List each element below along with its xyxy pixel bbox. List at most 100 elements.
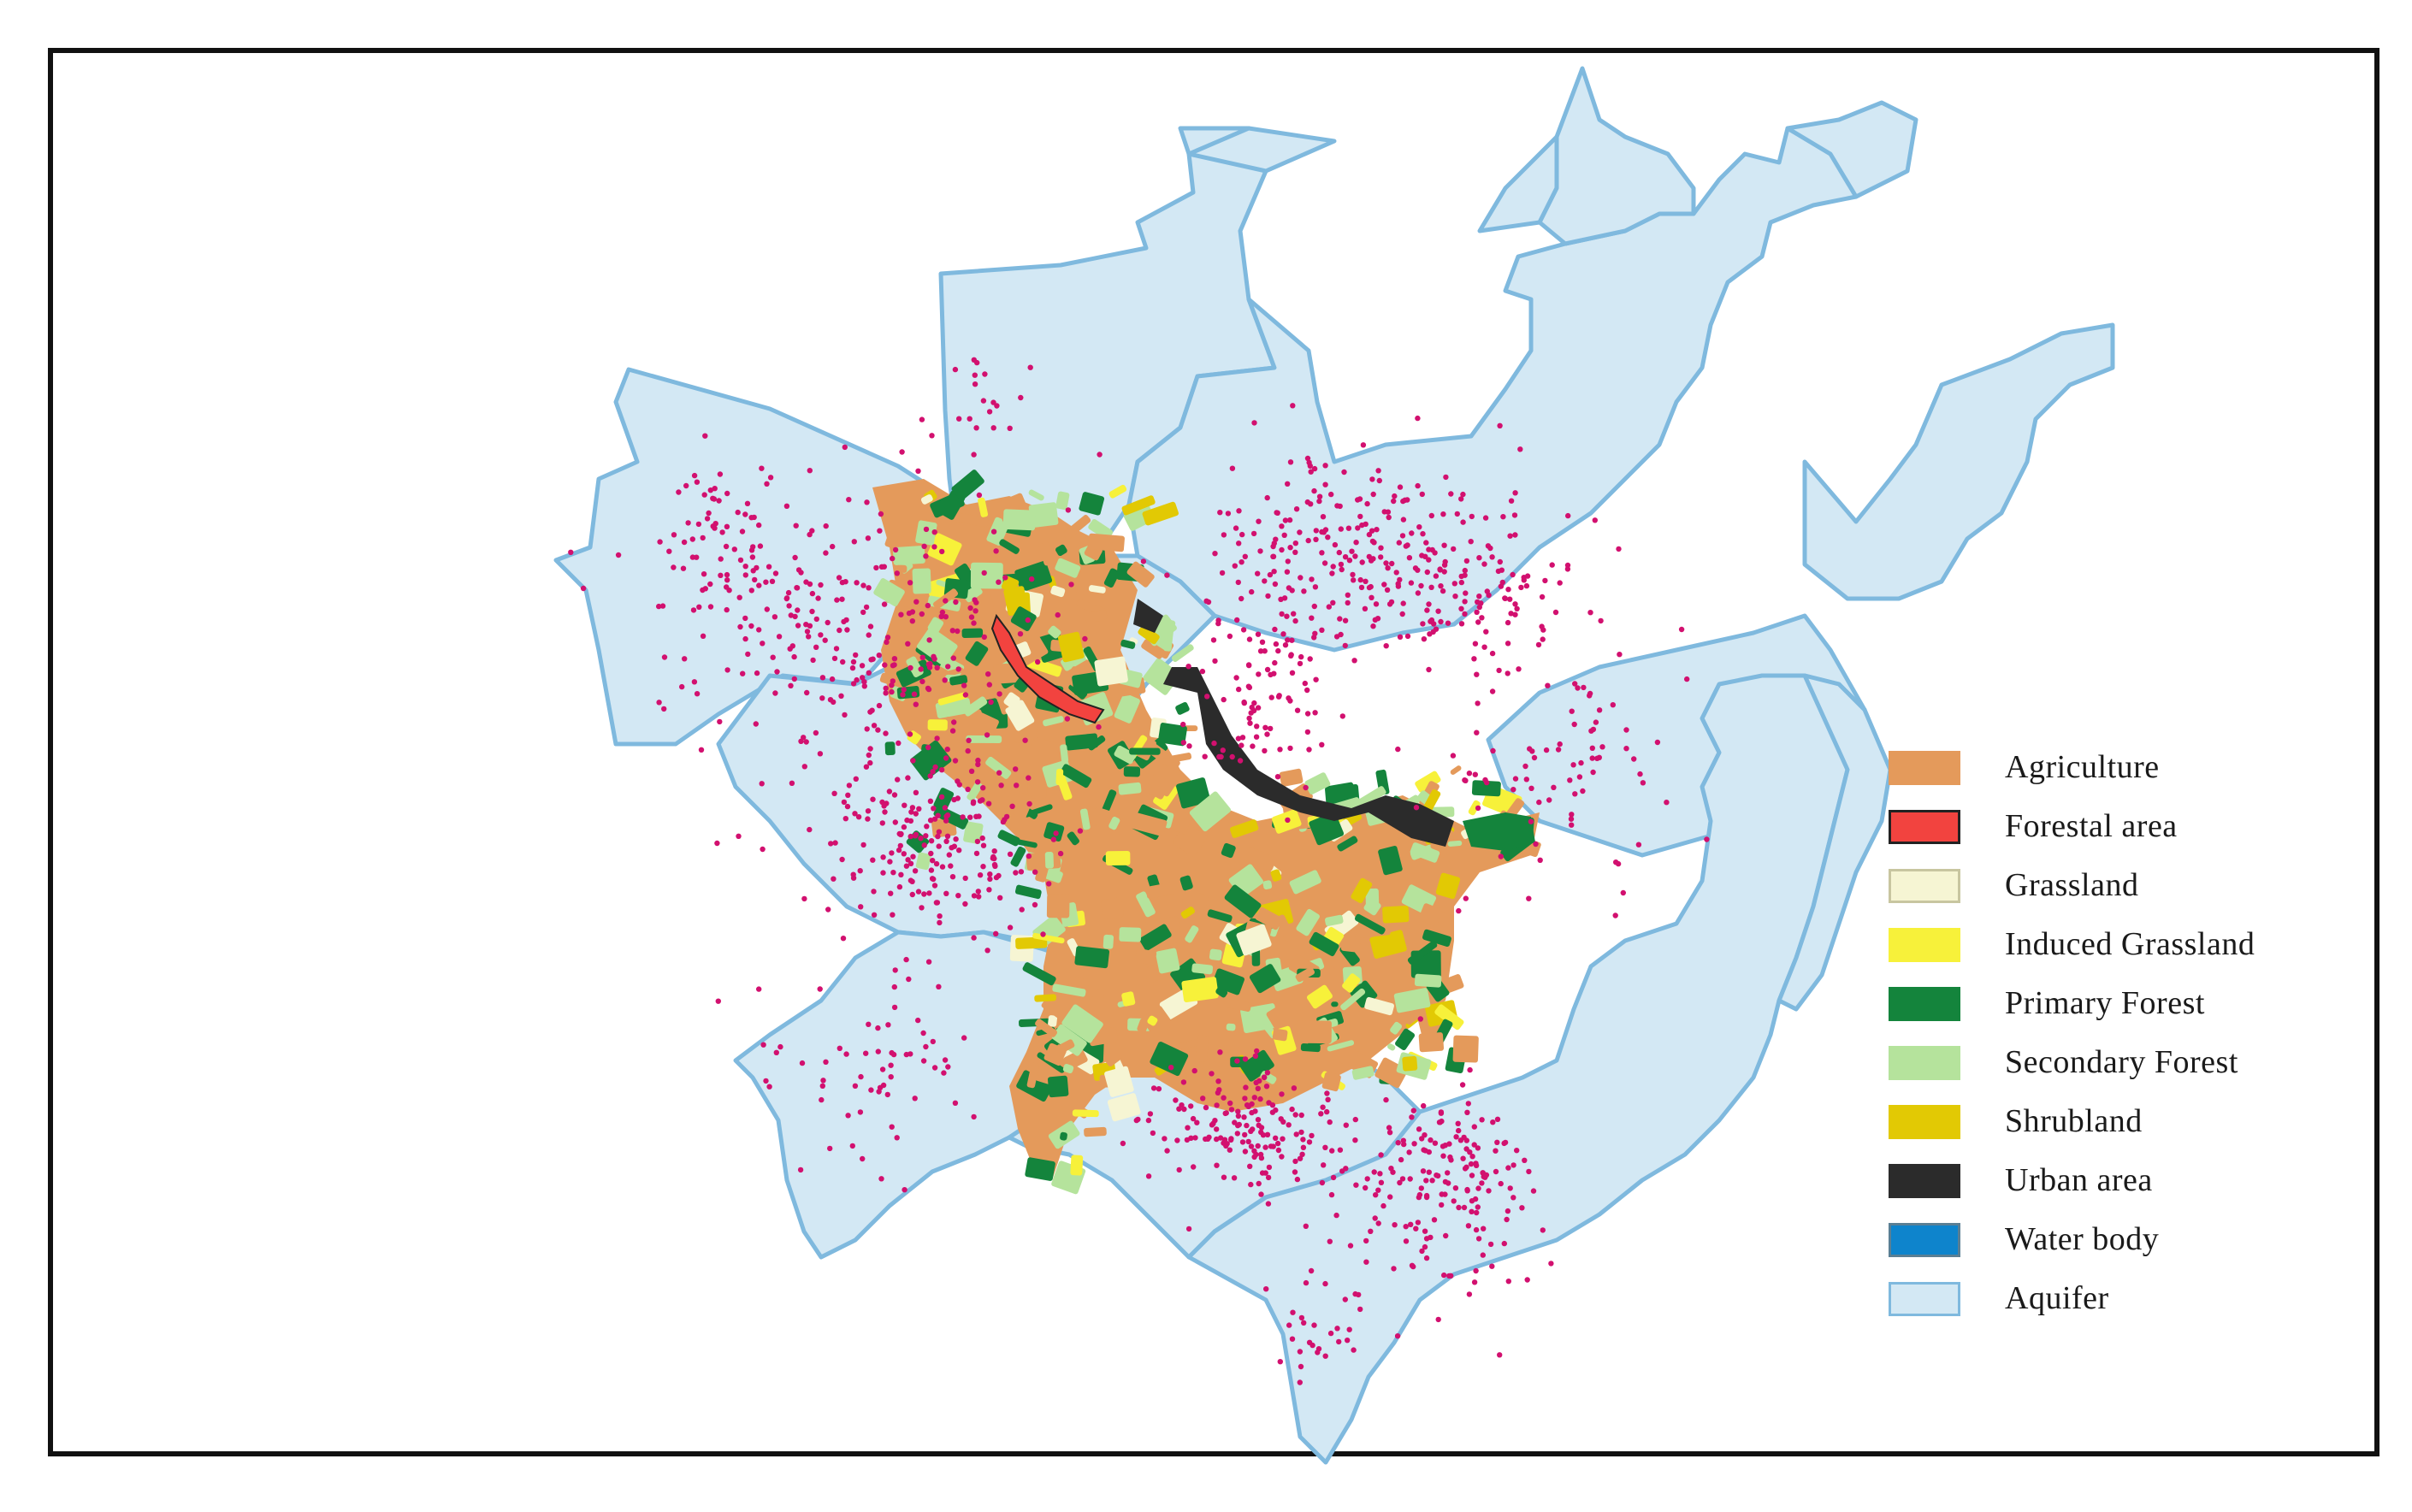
well-point (1360, 442, 1367, 448)
well-point (1482, 515, 1489, 521)
well-point (1507, 533, 1513, 539)
well-point (1418, 1185, 1425, 1191)
land-use-patch (1055, 558, 1081, 578)
legend-label-induced-grassland: Induced Grassland (2005, 926, 2255, 962)
well-point (1308, 1267, 1315, 1274)
well-point (1309, 615, 1315, 621)
well-point (1420, 531, 1426, 537)
well-point (986, 409, 993, 415)
well-point (1399, 533, 1406, 539)
well-point (1332, 541, 1339, 548)
well-point (889, 850, 895, 856)
well-point (1245, 1138, 1251, 1145)
well-point (1419, 1248, 1425, 1255)
well-point (1510, 1195, 1516, 1201)
well-point (990, 399, 996, 405)
well-point (1194, 1119, 1200, 1125)
well-point (876, 702, 883, 709)
well-point (1241, 700, 1248, 706)
well-point (1571, 721, 1577, 728)
well-point (852, 811, 858, 817)
legend-swatch-secondary-forest (1889, 1046, 1960, 1080)
well-point (1236, 540, 1242, 546)
well-point (706, 510, 712, 517)
land-use-patch (1055, 544, 1067, 557)
land-use-patch (1262, 880, 1273, 890)
land-use-patch (910, 740, 952, 781)
well-point (1516, 666, 1522, 672)
land-use-patch (1297, 1020, 1332, 1044)
well-point (1397, 576, 1403, 583)
land-use-patch (1068, 1128, 1077, 1138)
well-point (1580, 788, 1586, 794)
well-point (1527, 746, 1533, 752)
well-point (1446, 1141, 1452, 1147)
well-point (1026, 853, 1032, 859)
well-point (1245, 683, 1252, 689)
well-point (1242, 1056, 1249, 1062)
well-point (1164, 1148, 1170, 1154)
well-point (795, 623, 801, 629)
well-point (1505, 670, 1510, 676)
well-point (1231, 1175, 1238, 1181)
well-point (1374, 616, 1381, 622)
well-point (1433, 573, 1440, 579)
land-use-patch (1402, 1055, 1418, 1072)
well-point (1589, 755, 1595, 761)
well-point (971, 935, 977, 941)
well-point (1268, 725, 1274, 732)
well-point (1018, 394, 1024, 401)
well-point (1486, 1188, 1492, 1194)
well-point (938, 613, 944, 619)
well-point (1316, 493, 1323, 499)
well-point (1512, 490, 1518, 496)
legend-item-urban-area: Urban area (1889, 1162, 2333, 1221)
well-point (944, 812, 951, 818)
well-point (1349, 548, 1355, 554)
well-point (1452, 594, 1458, 599)
well-point (1523, 582, 1530, 589)
land-use-patch (1103, 568, 1120, 588)
well-point (984, 948, 990, 954)
well-point (993, 548, 999, 554)
well-point (1272, 581, 1279, 588)
well-point (1486, 592, 1492, 599)
well-point (939, 864, 946, 870)
well-point (925, 744, 931, 751)
well-point (1352, 553, 1358, 559)
well-point (1180, 721, 1186, 728)
well-point (1438, 1110, 1445, 1116)
well-point (857, 868, 863, 874)
well-point (701, 492, 707, 498)
land-use-patch (873, 578, 905, 607)
well-point (1512, 601, 1518, 607)
well-point (903, 956, 909, 963)
land-use-patch (1129, 747, 1161, 755)
well-point (1512, 776, 1519, 782)
well-point (941, 1070, 947, 1076)
well-point (961, 682, 967, 688)
well-point (1416, 1126, 1422, 1132)
land-use-patch (1289, 870, 1321, 895)
well-point (844, 627, 850, 633)
well-point (1013, 766, 1019, 772)
land-use-patch (1306, 984, 1333, 1009)
land-use-patch (1295, 966, 1315, 983)
well-point (1287, 745, 1293, 752)
land-use-patch (1014, 560, 1053, 593)
well-point (1185, 1125, 1191, 1131)
well-point (756, 627, 762, 633)
well-point (1174, 1137, 1180, 1143)
well-point (1330, 1174, 1337, 1181)
well-point (1555, 747, 1562, 753)
well-point (830, 543, 836, 550)
well-point (1279, 1154, 1285, 1160)
well-point (1192, 1135, 1198, 1141)
well-point (1262, 1144, 1268, 1150)
well-point (1447, 1154, 1453, 1161)
well-point (884, 1091, 891, 1098)
well-point (927, 798, 934, 804)
well-point (879, 820, 886, 826)
well-point (773, 1049, 779, 1056)
well-point (884, 639, 890, 646)
